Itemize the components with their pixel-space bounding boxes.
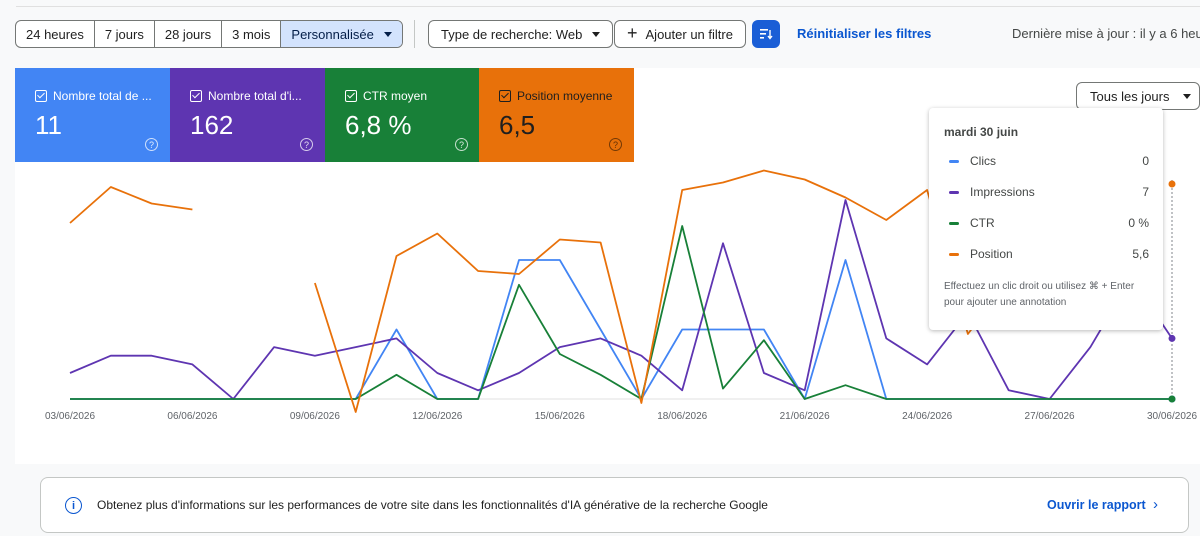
x-tick-label: 27/06/2026 — [1024, 411, 1075, 422]
x-tick-label: 24/06/2026 — [902, 411, 953, 422]
days-aggregation-select[interactable]: Tous les jours — [1076, 82, 1200, 110]
series-point-position — [1168, 180, 1176, 188]
tooltip-row-clics: Clics 0 — [949, 153, 1149, 169]
x-tick-label: 15/06/2026 — [534, 411, 585, 422]
metric-label: Position moyenne — [517, 89, 613, 103]
search-type-label: Type de recherche: Web — [441, 26, 583, 42]
filter-sort-icon — [760, 29, 773, 40]
x-tick-label: 09/06/2026 — [289, 411, 340, 422]
metric-card-impressions[interactable]: Nombre total d'i... 162 ? — [170, 68, 325, 162]
tooltip-row-value: 7 — [1142, 185, 1149, 199]
tooltip-row-value: 5,6 — [1132, 247, 1149, 261]
x-tick-label: 21/06/2026 — [779, 411, 830, 422]
date-range-24h[interactable]: 24 heures — [16, 21, 95, 47]
plus-icon: + — [627, 23, 638, 43]
help-icon[interactable]: ? — [300, 138, 313, 151]
x-tick-label: 12/06/2026 — [412, 411, 463, 422]
top-divider — [16, 6, 1200, 7]
caret-down-icon — [1183, 93, 1192, 99]
date-range-7d[interactable]: 7 jours — [95, 21, 155, 47]
metric-label: Nombre total de ... — [53, 89, 152, 103]
series-point-impressions — [1168, 334, 1176, 342]
legend-dash-icon — [949, 221, 959, 225]
tooltip-row-label: Impressions — [970, 185, 1035, 199]
x-tick-label: 06/06/2026 — [167, 411, 218, 422]
toolbar-separator — [414, 20, 415, 48]
series-point-ctr — [1168, 395, 1176, 403]
last-update-text: Dernière mise à jour : il y a 6 heur — [1012, 26, 1200, 41]
date-range-selector: 24 heures 7 jours 28 jours 3 mois Person… — [15, 20, 403, 48]
metric-value: 6,8 % — [345, 110, 412, 140]
legend-dash-icon — [949, 159, 959, 163]
series-line-ctr — [70, 225, 1172, 400]
series-line-impressions — [69, 199, 1173, 400]
ai-insights-banner: i Obtenez plus d'informations sur les pe… — [40, 477, 1189, 533]
caret-down-icon — [383, 31, 392, 37]
metric-label: Nombre total d'i... — [208, 89, 302, 103]
legend-dash-icon — [949, 252, 959, 256]
date-range-custom-label: Personnalisée — [291, 26, 374, 42]
banner-text: Obtenez plus d'informations sur les perf… — [97, 498, 768, 512]
series-line-position — [69, 186, 193, 224]
metric-value: 6,5 — [499, 110, 536, 140]
x-tick-label: 18/06/2026 — [657, 411, 708, 422]
chart-tooltip: mardi 30 juin Clics 0 Impressions 7 CTR 0 % Po… — [929, 108, 1163, 330]
tooltip-row-position: Position 5,6 — [949, 246, 1149, 262]
info-icon: i — [65, 497, 82, 514]
legend-dash-icon — [949, 190, 959, 194]
metric-label: CTR moyen — [363, 89, 428, 103]
add-filter-button[interactable]: + Ajouter un filtre — [614, 20, 746, 48]
series-line-position — [314, 169, 1010, 413]
add-filter-label: Ajouter un filtre — [645, 26, 733, 42]
help-icon[interactable]: ? — [145, 138, 158, 151]
search-type-filter[interactable]: Type de recherche: Web — [428, 20, 614, 48]
metric-card-clicks[interactable]: Nombre total de ... 11 ? — [15, 68, 170, 162]
days-select-label: Tous les jours — [1090, 88, 1170, 104]
x-tick-label: 30/06/2026 — [1146, 411, 1198, 422]
date-range-3m[interactable]: 3 mois — [222, 21, 282, 47]
chevron-right-icon[interactable]: › — [1153, 496, 1158, 513]
metric-card-position[interactable]: Position moyenne 6,5 ? — [479, 68, 634, 162]
chart-lines — [69, 169, 1176, 413]
tooltip-annotation-hint: Effectuez un clic droit ou utilisez ⌘ + … — [944, 281, 1135, 308]
metric-value: 11 — [35, 110, 62, 140]
x-tick-label: 03/06/2026 — [44, 411, 96, 422]
date-range-custom[interactable]: Personnalisée — [281, 21, 402, 47]
date-range-28d[interactable]: 28 jours — [155, 21, 223, 47]
metric-card-ctr[interactable]: CTR moyen 6,8 % ? — [325, 68, 480, 162]
tooltip-row-value: 0 — [1142, 154, 1149, 168]
tooltip-row-label: Position — [970, 247, 1013, 261]
tooltip-row-impressions: Impressions 7 — [949, 184, 1149, 200]
help-icon[interactable]: ? — [455, 138, 468, 151]
open-report-link[interactable]: Ouvrir le rapport — [1047, 498, 1146, 512]
metric-value: 162 — [190, 110, 234, 140]
tooltip-row-label: Clics — [970, 154, 996, 168]
caret-down-icon — [592, 31, 601, 37]
checkbox-checked-icon — [345, 90, 357, 102]
tooltip-row-value: 0 % — [1128, 216, 1149, 230]
tooltip-row-label: CTR — [970, 216, 995, 230]
reset-filters-link[interactable]: Réinitialiser les filtres — [797, 26, 932, 41]
help-icon[interactable]: ? — [609, 138, 622, 151]
checkbox-checked-icon — [499, 90, 511, 102]
checkbox-checked-icon — [35, 90, 47, 102]
tooltip-date: mardi 30 juin — [944, 125, 1019, 139]
filter-settings-button[interactable] — [752, 20, 780, 48]
tooltip-row-ctr: CTR 0 % — [949, 215, 1149, 231]
checkbox-checked-icon — [190, 90, 202, 102]
